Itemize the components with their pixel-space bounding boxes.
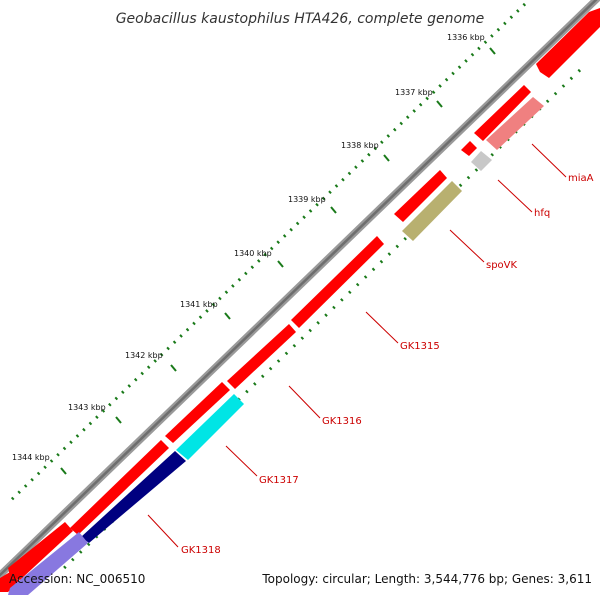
gene-arrow[interactable]	[394, 170, 447, 222]
tick-label-1343: 1343 kbp	[68, 403, 106, 412]
gene-GK1317[interactable]	[176, 394, 244, 460]
leader-line-GK1317	[225, 445, 258, 477]
gene-GK1318[interactable]	[81, 451, 186, 543]
tick-label-1338: 1338 kbp	[341, 141, 379, 150]
gene-arrow[interactable]	[536, 8, 600, 78]
gene-arrow[interactable]	[8, 522, 73, 580]
genome-backbone	[0, 0, 600, 580]
gene-miaA[interactable]	[486, 97, 544, 150]
leader-line-spoVK	[449, 229, 485, 263]
gene-hfq[interactable]	[471, 151, 492, 171]
gene-arrow[interactable]	[227, 324, 296, 389]
gene-arrow[interactable]	[0, 572, 20, 592]
tick-label-1337: 1337 kbp	[395, 88, 433, 97]
tick-mark-1343	[115, 416, 122, 424]
tick-mark-1337	[436, 100, 443, 108]
reverse-strand-genes	[8, 97, 544, 595]
gene-label-GK1317: GK1317	[259, 475, 299, 486]
forward-strand-genes	[0, 8, 600, 592]
gene-arrow[interactable]	[474, 85, 531, 141]
tick-group: 1336 kbp 1337 kbp 1338 kbp 1339 kbp 1340…	[12, 33, 496, 475]
map-title: Geobacillus kaustophilus HTA426, complet…	[116, 11, 485, 27]
leader-line-GK1318	[147, 514, 179, 548]
tick-mark-1344	[60, 467, 67, 475]
leader-line-GK1316	[288, 385, 321, 419]
gene-arrow[interactable]	[70, 440, 169, 535]
gene-label-GK1318: GK1318	[181, 545, 221, 556]
leader-line-hfq	[497, 179, 533, 213]
gene-label-miaA: miaA	[568, 173, 594, 184]
tick-label-1340: 1340 kbp	[234, 249, 272, 258]
gene-spoVK[interactable]	[402, 181, 462, 241]
tick-mark-1342	[170, 364, 177, 372]
gene-label-spoVK: spoVK	[486, 260, 518, 271]
gene-arrow[interactable]	[291, 236, 384, 328]
tick-mark-1338	[383, 154, 390, 162]
gene-arrow[interactable]	[8, 532, 88, 595]
tick-label-1344: 1344 kbp	[12, 453, 50, 462]
tick-mark-1341	[224, 312, 231, 320]
tick-mark-1336	[489, 47, 496, 55]
tick-label-1336: 1336 kbp	[447, 33, 485, 42]
tick-mark-1339	[330, 206, 337, 214]
leader-line-miaA	[531, 143, 567, 178]
gene-label-hfq: hfq	[534, 208, 550, 219]
leader-line-GK1315	[365, 311, 399, 344]
gene-arrow[interactable]	[461, 141, 477, 156]
tick-mark-1340	[277, 260, 284, 268]
tick-label-1342: 1342 kbp	[125, 351, 163, 360]
tick-label-1341: 1341 kbp	[180, 300, 218, 309]
gene-label-GK1315: GK1315	[400, 341, 440, 352]
gene-labels: miaA hfq spoVK GK1315 GK1316 GK1317 GK13…	[147, 143, 594, 556]
gene-label-GK1316: GK1316	[322, 416, 362, 427]
accession-text: Accession: NC_006510	[9, 572, 146, 586]
genome-summary-text: Topology: circular; Length: 3,544,776 bp…	[262, 572, 592, 586]
tick-label-1339: 1339 kbp	[288, 195, 326, 204]
gene-arrow[interactable]	[165, 382, 230, 443]
